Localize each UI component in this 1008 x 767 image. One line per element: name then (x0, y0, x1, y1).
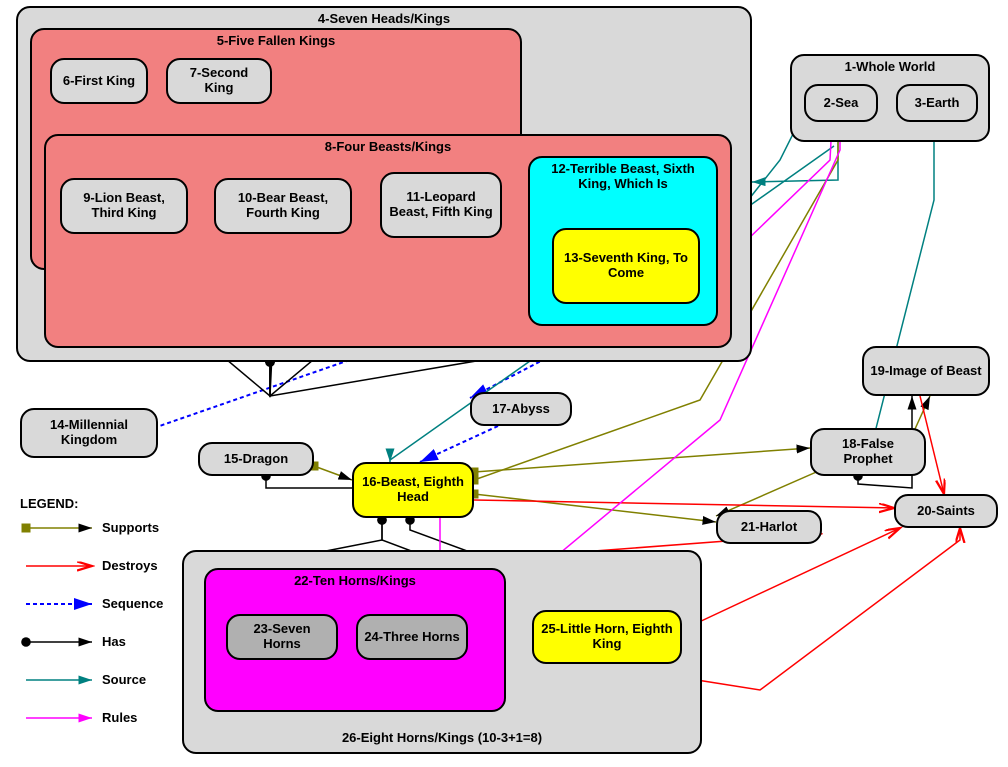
legend-title: LEGEND: (20, 496, 79, 511)
node-n7: 7-Second King (166, 58, 272, 104)
node-label: 1-Whole World (845, 60, 936, 75)
legend-line-icon (20, 597, 102, 611)
legend-line-icon (20, 521, 102, 535)
edge-supports (474, 494, 716, 522)
node-label: 7-Second King (174, 66, 264, 96)
node-n3: 3-Earth (896, 84, 978, 122)
node-label: 3-Earth (915, 96, 960, 111)
legend-line-icon (20, 559, 102, 573)
node-label: 23-Seven Horns (234, 622, 330, 652)
legend-row-destroys: Destroys (20, 558, 158, 573)
node-label: 11-Leopard Beast, Fifth King (388, 190, 494, 220)
node-label: 15-Dragon (224, 452, 288, 467)
node-label: 21-Harlot (741, 520, 797, 535)
node-n21: 21-Harlot (716, 510, 822, 544)
edge-supports (314, 466, 352, 480)
node-label: 14-Millennial Kingdom (28, 418, 150, 448)
node-label: 17-Abyss (492, 402, 550, 417)
node-n20: 20-Saints (894, 494, 998, 528)
node-n19: 19-Image of Beast (862, 346, 990, 396)
node-label: 19-Image of Beast (870, 364, 981, 379)
legend-label: Rules (102, 710, 137, 725)
node-n18: 18-False Prophet (810, 428, 926, 476)
node-n24: 24-Three Horns (356, 614, 468, 660)
legend-row-supports: Supports (20, 520, 159, 535)
node-label: 24-Three Horns (364, 630, 459, 645)
node-n23: 23-Seven Horns (226, 614, 338, 660)
node-label: 16-Beast, Eighth Head (360, 475, 466, 505)
node-n10: 10-Bear Beast, Fourth King (214, 178, 352, 234)
legend-label: Sequence (102, 596, 163, 611)
node-n25: 25-Little Horn, Eighth King (532, 610, 682, 664)
diagram-stage: 4-Seven Heads/Kings 5-Five Fallen Kings 6-… (0, 0, 1008, 767)
node-label: 13-Seventh King, To Come (560, 251, 692, 281)
node-n17: 17-Abyss (470, 392, 572, 426)
node-n13: 13-Seventh King, To Come (552, 228, 700, 304)
node-label: 4-Seven Heads/Kings (318, 12, 450, 27)
node-label: 25-Little Horn, Eighth King (540, 622, 674, 652)
node-n15: 15-Dragon (198, 442, 314, 476)
node-label: 12-Terrible Beast, Sixth King, Which Is (536, 162, 710, 192)
node-n9: 9-Lion Beast, Third King (60, 178, 188, 234)
node-n11: 11-Leopard Beast, Fifth King (380, 172, 502, 238)
legend-label: Source (102, 672, 146, 687)
legend-label: Destroys (102, 558, 158, 573)
node-label: 18-False Prophet (818, 437, 918, 467)
node-label: 6-First King (63, 74, 135, 89)
node-n6: 6-First King (50, 58, 148, 104)
edge-source (870, 122, 934, 454)
legend-line-icon (20, 635, 102, 649)
node-label: 10-Bear Beast, Fourth King (222, 191, 344, 221)
legend-line-icon (20, 673, 102, 687)
node-label: 5-Five Fallen Kings (217, 34, 335, 49)
legend-label: Supports (102, 520, 159, 535)
edge-supports (474, 448, 810, 472)
edge-has (266, 476, 358, 490)
node-n2: 2-Sea (804, 84, 878, 122)
node-label: 8-Four Beasts/Kings (325, 140, 451, 155)
legend-row-rules: Rules (20, 710, 137, 725)
legend-line-icon (20, 711, 102, 725)
node-label: 2-Sea (824, 96, 859, 111)
legend-row-sequence: Sequence (20, 596, 163, 611)
node-label: 22-Ten Horns/Kings (294, 574, 416, 589)
legend-row-source: Source (20, 672, 146, 687)
node-label: 20-Saints (917, 504, 975, 519)
legend-label: Has (102, 634, 126, 649)
node-label: 26-Eight Horns/Kings (10-3+1=8) (342, 731, 542, 746)
edge-destroys (474, 500, 894, 508)
legend-row-has: Has (20, 634, 126, 649)
node-n14: 14-Millennial Kingdom (20, 408, 158, 458)
node-n16: 16-Beast, Eighth Head (352, 462, 474, 518)
node-label: 9-Lion Beast, Third King (68, 191, 180, 221)
edge-sequence (420, 426, 498, 462)
